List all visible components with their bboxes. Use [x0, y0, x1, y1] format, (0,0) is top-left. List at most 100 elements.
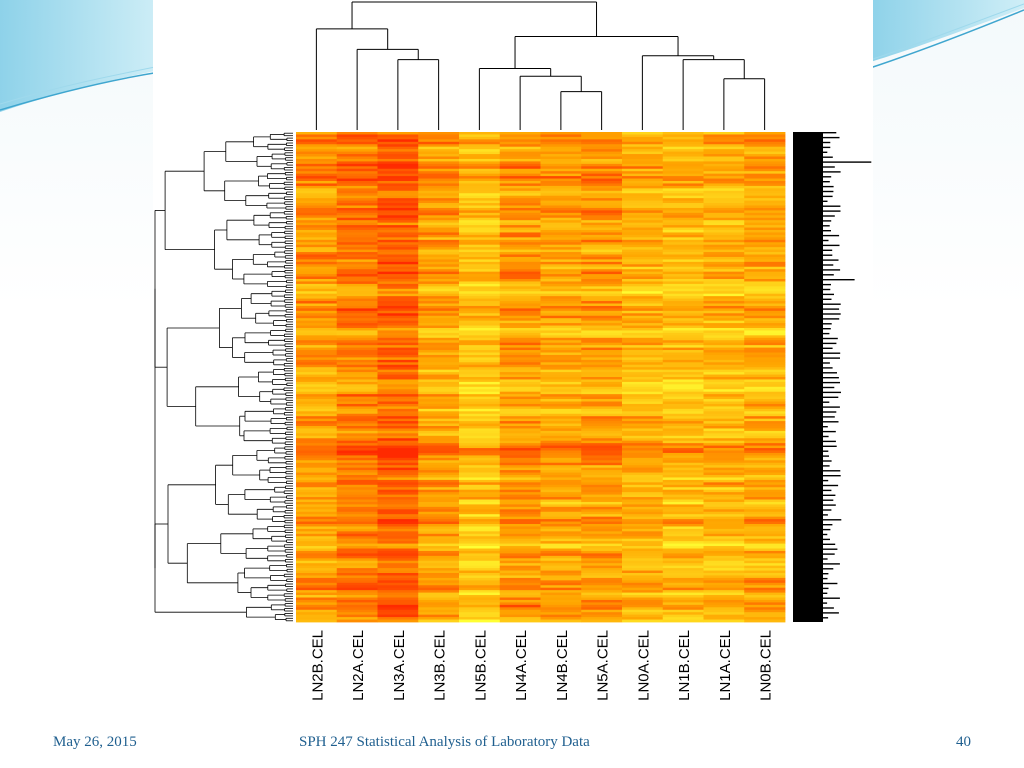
heatmap-cell: [336, 465, 378, 469]
heatmap-cell: [499, 580, 541, 584]
heatmap-cell: [703, 418, 745, 422]
row-label-tick: [823, 377, 839, 379]
heatmap-cell: [459, 430, 501, 434]
heatmap-cell: [622, 595, 664, 598]
heatmap-cell: [703, 570, 745, 574]
heatmap-cell: [622, 587, 664, 591]
heatmap-cell: [662, 418, 704, 422]
heatmap-cell: [336, 279, 378, 282]
heatmap-cell: [662, 256, 704, 260]
heatmap-cell: [540, 146, 582, 150]
heatmap-cell: [540, 364, 582, 368]
heatmap-cell: [662, 247, 704, 250]
heatmap-cell: [499, 487, 541, 491]
heatmap-cell: [744, 205, 786, 209]
heatmap-cell: [744, 399, 786, 402]
heatmap-cell: [377, 198, 419, 201]
heatmap-cell: [703, 330, 745, 334]
heatmap-cell: [499, 134, 541, 138]
heatmap-cell: [499, 347, 541, 351]
heatmap-cell: [499, 550, 541, 554]
heatmap-cell: [418, 487, 460, 491]
heatmap-cell: [662, 173, 704, 177]
heatmap-cell: [499, 205, 541, 209]
heatmap-cell: [499, 570, 541, 574]
heatmap-cell: [499, 288, 541, 292]
heatmap-cell: [744, 315, 786, 319]
heatmap-cell: [703, 501, 745, 505]
heatmap-cell: [703, 528, 745, 532]
heatmap-cell: [377, 489, 419, 493]
heatmap-cell: [336, 467, 378, 471]
heatmap-cell: [540, 411, 582, 415]
heatmap-cell: [499, 296, 541, 299]
heatmap-cell: [703, 377, 745, 380]
heatmap-cell: [499, 524, 541, 527]
heatmap-cell: [296, 205, 338, 209]
heatmap-cell: [581, 181, 623, 184]
heatmap-cell: [622, 550, 664, 554]
heatmap-cell: [499, 225, 541, 228]
heatmap-cell: [581, 568, 623, 571]
heatmap-cell: [418, 492, 460, 495]
heatmap-cell: [744, 163, 786, 167]
heatmap-cell: [703, 563, 745, 567]
heatmap-cell: [662, 509, 704, 513]
heatmap-cell: [540, 168, 582, 172]
heatmap-cell: [418, 345, 460, 348]
heatmap-cell: [622, 154, 664, 157]
heatmap-cell: [296, 501, 338, 505]
heatmap-cell: [540, 536, 582, 540]
heatmap-cell: [744, 558, 786, 562]
heatmap-cell: [459, 580, 501, 584]
heatmap-cell: [662, 313, 704, 317]
heatmap-cell: [703, 599, 745, 603]
heatmap-cell: [296, 428, 338, 432]
heatmap-cell: [418, 389, 460, 393]
heatmap-cell: [581, 501, 623, 505]
heatmap-cell: [499, 239, 541, 243]
heatmap-cell: [703, 190, 745, 194]
heatmap-cell: [581, 359, 623, 363]
heatmap-cell: [336, 428, 378, 432]
heatmap-cell: [296, 259, 338, 263]
heatmap-cell: [377, 595, 419, 598]
heatmap-cell: [622, 511, 664, 515]
heatmap-cell: [662, 242, 704, 246]
heatmap-cell: [336, 377, 378, 380]
heatmap-cell: [540, 553, 582, 557]
heatmap-cell: [336, 156, 378, 160]
heatmap-cell: [418, 396, 460, 400]
heatmap-cell: [540, 482, 582, 486]
heatmap-cell: [744, 266, 786, 270]
heatmap-cell: [459, 377, 501, 380]
heatmap-cell: [662, 533, 704, 537]
heatmap-cell: [622, 144, 664, 148]
heatmap-cell: [744, 168, 786, 172]
heatmap-cell: [459, 575, 501, 579]
heatmap-cell: [703, 582, 745, 586]
heatmap-cell: [581, 406, 623, 410]
heatmap-cell: [744, 198, 786, 201]
heatmap-cell: [662, 252, 704, 255]
heatmap-cell: [540, 200, 582, 204]
heatmap-cell: [296, 526, 338, 530]
heatmap-cell: [662, 271, 704, 275]
heatmap-cell: [296, 139, 338, 143]
heatmap-cell: [418, 337, 460, 341]
heatmap-cell: [377, 487, 419, 491]
heatmap-cell: [377, 501, 419, 505]
heatmap-cell: [459, 418, 501, 422]
column-label: LN5B.CEL: [472, 630, 489, 701]
heatmap-cell: [662, 293, 704, 297]
heatmap-cell: [418, 553, 460, 557]
heatmap-cell: [418, 602, 460, 606]
heatmap-cell: [377, 614, 419, 618]
heatmap-cell: [336, 577, 378, 581]
heatmap-cell: [744, 501, 786, 505]
heatmap-cell: [296, 408, 338, 412]
heatmap-cell: [744, 426, 786, 429]
heatmap-cell: [662, 283, 704, 287]
heatmap-cell: [581, 418, 623, 422]
heatmap-cell: [581, 367, 623, 371]
